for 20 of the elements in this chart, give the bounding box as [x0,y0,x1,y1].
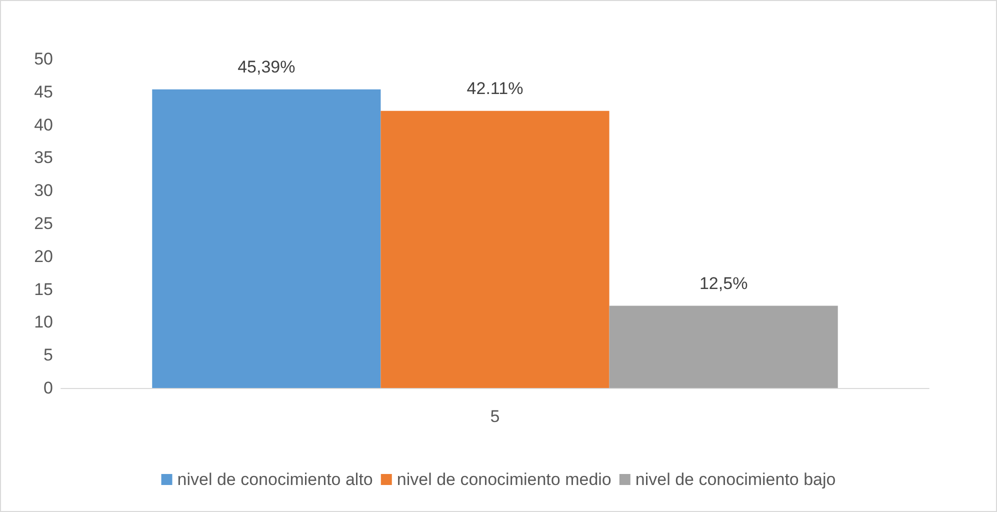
bar [152,89,381,388]
y-tick-label: 40 [34,115,53,134]
legend-label: nivel de conocimiento alto [177,470,373,489]
y-tick-label: 25 [34,214,53,233]
y-tick-label: 5 [44,346,53,365]
y-tick-label: 20 [34,246,53,266]
data-label: 12,5% [699,274,748,293]
bar [609,306,838,388]
y-tick-label: 0 [44,378,53,398]
legend-label: nivel de conocimiento medio [396,470,612,489]
legend-label: nivel de conocimiento bajo [635,470,836,489]
y-tick-label: 50 [34,50,53,68]
y-tick-label: 30 [34,181,53,200]
bar [380,110,610,388]
y-tick-label: 15 [34,280,53,299]
data-label: 45,39% [238,57,296,76]
y-tick-label: 35 [34,148,53,168]
y-tick-label: 45 [34,82,53,102]
y-tick-label: 10 [34,312,53,332]
data-label: 42.11% [466,78,524,98]
